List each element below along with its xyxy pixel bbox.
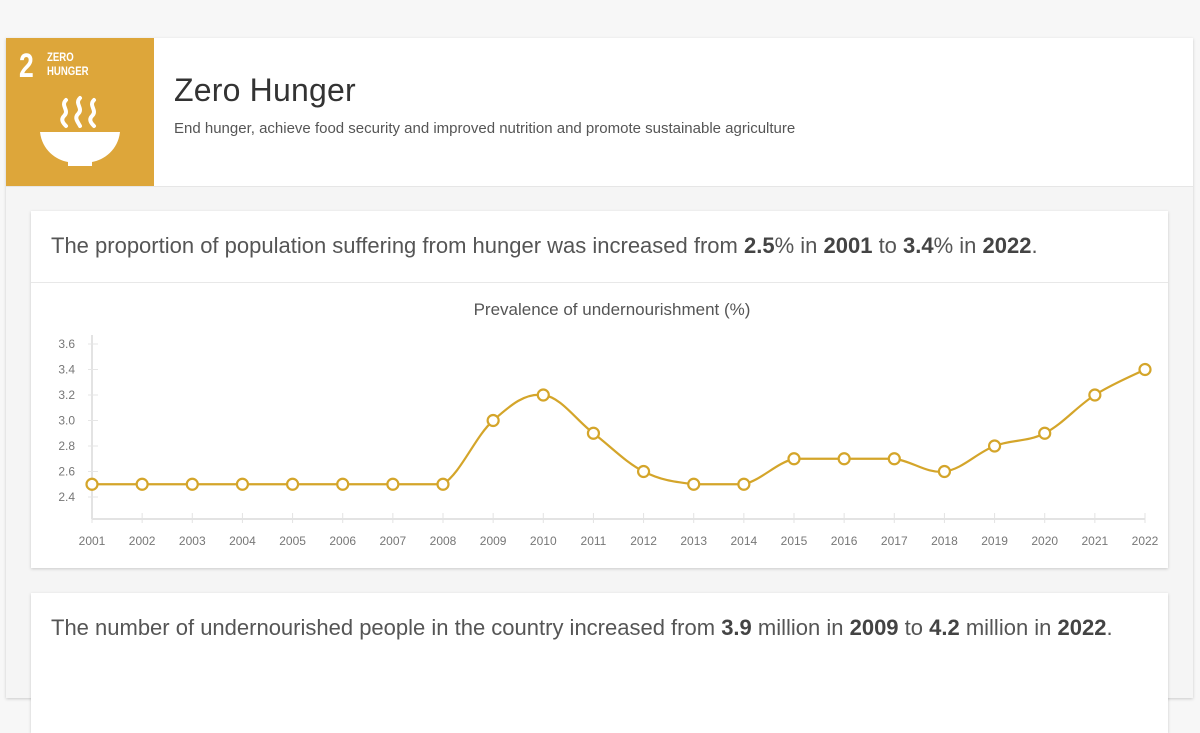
data-point-2011[interactable] [586, 426, 601, 440]
y-tick-label: 2.4 [58, 490, 75, 504]
data-point-2001[interactable] [85, 477, 99, 491]
prevalence-card: The proportion of population suffering f… [31, 211, 1168, 568]
statement-year-start: 2001 [823, 233, 873, 258]
series-points [85, 362, 1152, 491]
data-point-2020[interactable] [1038, 426, 1052, 440]
chart-title: Prevalence of undernourishment (%) [474, 300, 751, 319]
steaming-bowl-icon [40, 96, 120, 166]
line-chart: Prevalence of undernourishment (%) 2.42.… [58, 300, 1159, 548]
prevalence-statement: The proportion of population suffering f… [31, 211, 1168, 283]
statement-value-end: 4.2 [929, 615, 960, 640]
x-axis-ticks: 2001 2002 2003 2004 2005 2006 2007 2008 2009 2010… [79, 513, 1159, 548]
x-tick-label: 2015 [781, 534, 808, 548]
y-tick-label: 3.6 [58, 337, 75, 351]
statement-text: % in [933, 233, 983, 258]
x-tick-label: 2017 [881, 534, 908, 548]
y-tick-label: 2.6 [58, 465, 75, 479]
x-tick-label: 2004 [229, 534, 256, 548]
x-tick-label: 2008 [430, 534, 457, 548]
y-tick-label: 3.4 [58, 363, 75, 377]
data-point-2010[interactable] [536, 388, 550, 402]
x-tick-label: 2012 [630, 534, 657, 548]
statement-year-end: 2022 [982, 233, 1032, 258]
x-tick-label: 2005 [279, 534, 306, 548]
data-point-2003[interactable] [185, 477, 199, 491]
data-point-2012[interactable] [636, 464, 651, 479]
statement-value-start: 3.9 [721, 615, 752, 640]
statement-year-start: 2009 [849, 615, 899, 640]
data-point-2005[interactable] [285, 477, 300, 491]
data-point-2002[interactable] [135, 477, 149, 491]
data-point-2018[interactable] [937, 464, 952, 479]
data-point-2015[interactable] [787, 452, 801, 466]
data-point-2007[interactable] [386, 477, 400, 491]
statement-text: The proportion of population suffering f… [51, 233, 744, 258]
x-tick-label: 2013 [680, 534, 707, 548]
x-tick-label: 2021 [1082, 534, 1109, 548]
goal-label-line2: HUNGER [47, 64, 89, 78]
x-tick-label: 2001 [79, 534, 106, 548]
data-point-2009[interactable] [486, 413, 500, 428]
data-point-2008[interactable] [436, 477, 450, 491]
x-tick-label: 2014 [731, 534, 758, 548]
data-point-2017[interactable] [887, 452, 901, 466]
y-tick-label: 3.2 [58, 388, 75, 402]
statement-text: to [872, 233, 904, 258]
x-tick-label: 2019 [981, 534, 1008, 548]
data-point-2006[interactable] [336, 477, 350, 491]
statement-text: . [1106, 615, 1113, 640]
goal-header: 2 ZERO HUNGER Zero Hunger End hunger, ac… [6, 38, 1193, 187]
data-point-2022[interactable] [1138, 362, 1152, 377]
goal-label: ZERO HUNGER [47, 50, 89, 78]
page-subtitle: End hunger, achieve food security and im… [174, 120, 796, 137]
x-tick-label: 2020 [1031, 534, 1058, 548]
y-tick-label: 3.0 [58, 414, 75, 428]
statement-value-start: 2.5 [743, 233, 775, 258]
data-point-2021[interactable] [1088, 388, 1102, 402]
chart-axes [91, 335, 1145, 520]
x-tick-label: 2010 [530, 534, 557, 548]
page-title: Zero Hunger [174, 72, 356, 108]
undernourished-statement: The number of undernourished people in t… [31, 593, 1168, 644]
prevalence-chart: Prevalence of undernourishment (%) 2.4 2.… [31, 283, 1168, 568]
x-tick-label: 2007 [380, 534, 407, 548]
statement-year-end: 2022 [1057, 615, 1107, 640]
statement-text: . [1031, 233, 1038, 258]
x-tick-label: 2018 [931, 534, 958, 548]
y-tick-label: 2.8 [58, 439, 75, 453]
goal-panel: 2 ZERO HUNGER Zero Hunger End hunger, ac… [6, 38, 1193, 733]
x-tick-label: 2006 [329, 534, 356, 548]
goal-tile: 2 ZERO HUNGER [6, 38, 154, 186]
goal-label-line1: ZERO [47, 50, 74, 64]
series-line [92, 368, 1146, 486]
y-axis-ticks: 2.4 2.6 2.8 3.0 3.2 3.4 3.6 [58, 337, 98, 504]
x-tick-label: 2002 [129, 534, 156, 548]
data-point-2014[interactable] [737, 477, 751, 491]
x-tick-label: 2016 [831, 534, 858, 548]
data-point-2016[interactable] [837, 452, 851, 466]
data-point-2004[interactable] [235, 477, 250, 491]
x-tick-label: 2003 [179, 534, 206, 548]
goal-number: 2 [19, 47, 34, 85]
x-tick-label: 2011 [581, 534, 607, 548]
x-tick-label: 2022 [1132, 534, 1159, 548]
data-point-2013[interactable] [687, 477, 701, 491]
x-tick-label: 2009 [480, 534, 507, 548]
statement-text: million in [751, 615, 850, 640]
statement-text: to [898, 615, 930, 640]
undernourished-card: The number of undernourished people in t… [31, 593, 1168, 733]
statement-value-end: 3.4 [903, 233, 934, 258]
statement-text: % in [774, 233, 824, 258]
statement-text: The number of undernourished people in t… [51, 615, 722, 640]
data-point-2019[interactable] [987, 439, 1002, 453]
statement-text: million in [959, 615, 1058, 640]
